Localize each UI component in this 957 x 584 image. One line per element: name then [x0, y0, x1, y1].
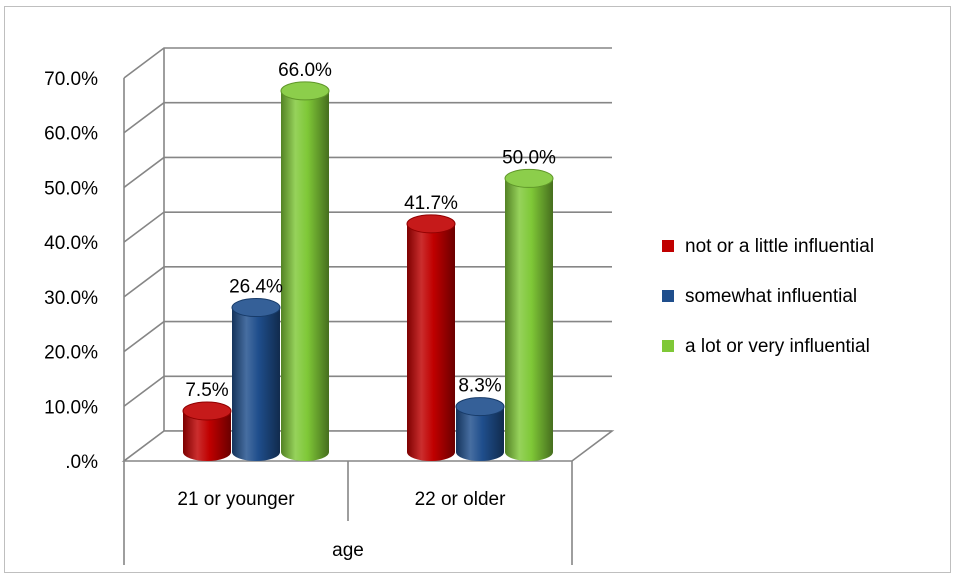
legend-swatch — [662, 240, 674, 252]
bar-body — [505, 178, 553, 461]
bar — [406, 214, 456, 461]
data-label: 66.0% — [278, 60, 332, 81]
y-tick-label: 60.0% — [44, 124, 98, 145]
data-label: 41.7% — [404, 193, 458, 214]
x-tick-label: 22 or older — [415, 489, 507, 510]
bar-body — [232, 307, 280, 461]
data-label: 7.5% — [185, 380, 228, 401]
y-tick-label: 40.0% — [44, 233, 98, 254]
bar — [504, 168, 554, 461]
bar — [231, 298, 281, 461]
legend-label: a lot or very influential — [685, 336, 870, 357]
bar-body — [281, 90, 329, 461]
y-tick-label: 20.0% — [44, 343, 98, 364]
y-tick-label: 50.0% — [44, 178, 98, 199]
bar-top — [455, 397, 505, 417]
x-tick-label: 21 or younger — [177, 489, 295, 510]
x-axis-title: age — [332, 540, 364, 561]
legend-label: not or a little influential — [685, 236, 874, 257]
y-tick-label: 70.0% — [44, 69, 98, 90]
y-tick-label: 10.0% — [44, 397, 98, 418]
bars — [182, 81, 554, 461]
data-label: 50.0% — [502, 147, 556, 168]
data-labels: 7.5% 26.4% 66.0% 41.7% 8.3% 50.0% — [185, 60, 556, 401]
legend-swatch — [662, 290, 674, 302]
bar-body — [456, 406, 504, 461]
bar — [182, 401, 232, 461]
bar-top — [406, 214, 456, 234]
bar-body — [407, 223, 455, 461]
bar — [455, 397, 505, 461]
y-axis: .0% 10.0% 20.0% 30.0% 40.0% 50.0% 60.0% 70.0% — [44, 48, 165, 473]
bar-top — [182, 401, 232, 421]
y-tick-label: .0% — [65, 452, 98, 473]
x-axis: 21 or younger 22 or older age — [123, 461, 573, 565]
data-label: 26.4% — [229, 277, 283, 298]
legend-item: a lot or very influential — [662, 336, 870, 357]
legend-item: not or a little influential — [662, 236, 874, 257]
bar-top — [280, 81, 330, 101]
bar-top — [231, 298, 281, 318]
legend-item: somewhat influential — [662, 286, 857, 307]
legend-swatch — [662, 340, 674, 352]
data-label: 8.3% — [458, 376, 501, 397]
legend: not or a little influential somewhat infl… — [662, 236, 874, 357]
legend-label: somewhat influential — [685, 286, 857, 307]
y-tick-label: 30.0% — [44, 288, 98, 309]
bar-body — [183, 410, 231, 461]
bar-top — [504, 168, 554, 188]
bar — [280, 81, 330, 461]
